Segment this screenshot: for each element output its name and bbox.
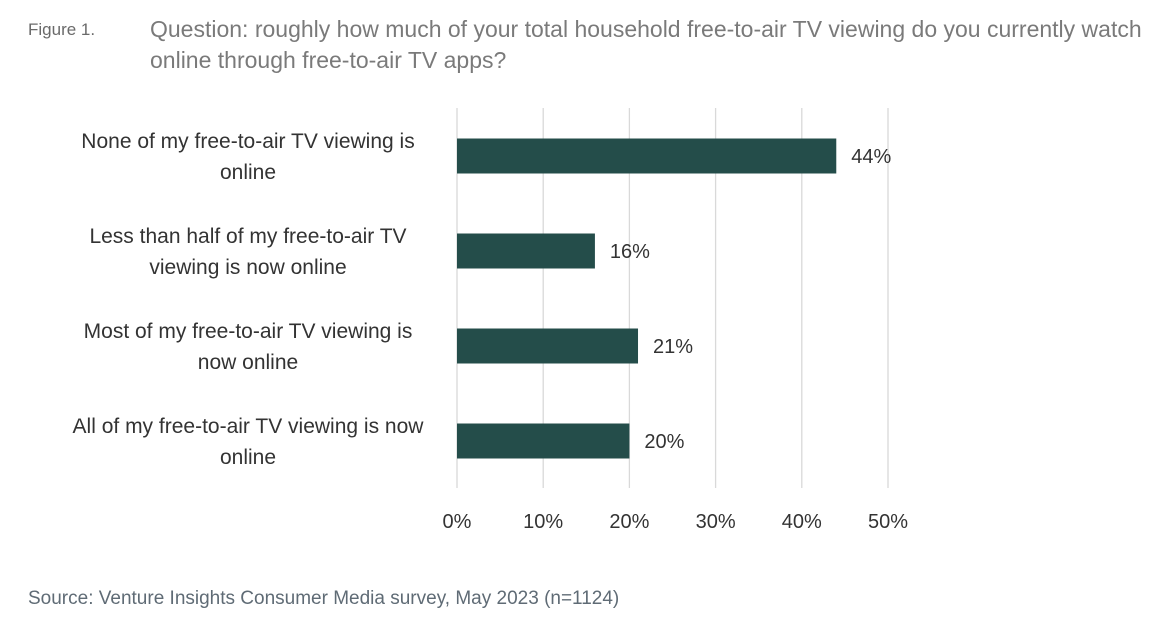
category-label: Less than half of my free-to-air TV viewi… bbox=[89, 225, 406, 279]
bar bbox=[457, 328, 639, 364]
bar bbox=[457, 233, 595, 269]
x-tick-label: 20% bbox=[609, 511, 649, 533]
data-label: 21% bbox=[653, 336, 693, 358]
bar-chart: 0% 10% 20% 30% 40% 50% 44% None of my free-to-a… bbox=[73, 108, 909, 533]
category-label: Most of my free-to-air TV viewing is now … bbox=[84, 320, 413, 374]
bar bbox=[457, 138, 837, 174]
data-label: 44% bbox=[851, 146, 891, 168]
category-label: None of my free-to-air TV viewing is onli… bbox=[81, 130, 414, 184]
labels: 0% 10% 20% 30% 40% 50% 44% None of my free-to-a… bbox=[73, 130, 909, 533]
bar bbox=[457, 423, 630, 459]
data-label: 20% bbox=[644, 431, 684, 453]
source-note: Source: Venture Insights Consumer Media … bbox=[28, 588, 620, 609]
x-tick-label: 0% bbox=[443, 511, 472, 533]
bars bbox=[457, 138, 837, 459]
x-tick-label: 10% bbox=[523, 511, 563, 533]
x-tick-label: 30% bbox=[696, 511, 736, 533]
x-tick-label: 40% bbox=[782, 511, 822, 533]
data-label: 16% bbox=[610, 241, 650, 263]
chart-title: Question: roughly how much of your total… bbox=[150, 16, 1142, 73]
x-tick-label: 50% bbox=[868, 511, 908, 533]
figure-label: Figure 1. bbox=[28, 20, 96, 39]
category-label: All of my free-to-air TV viewing is now o… bbox=[73, 415, 425, 469]
